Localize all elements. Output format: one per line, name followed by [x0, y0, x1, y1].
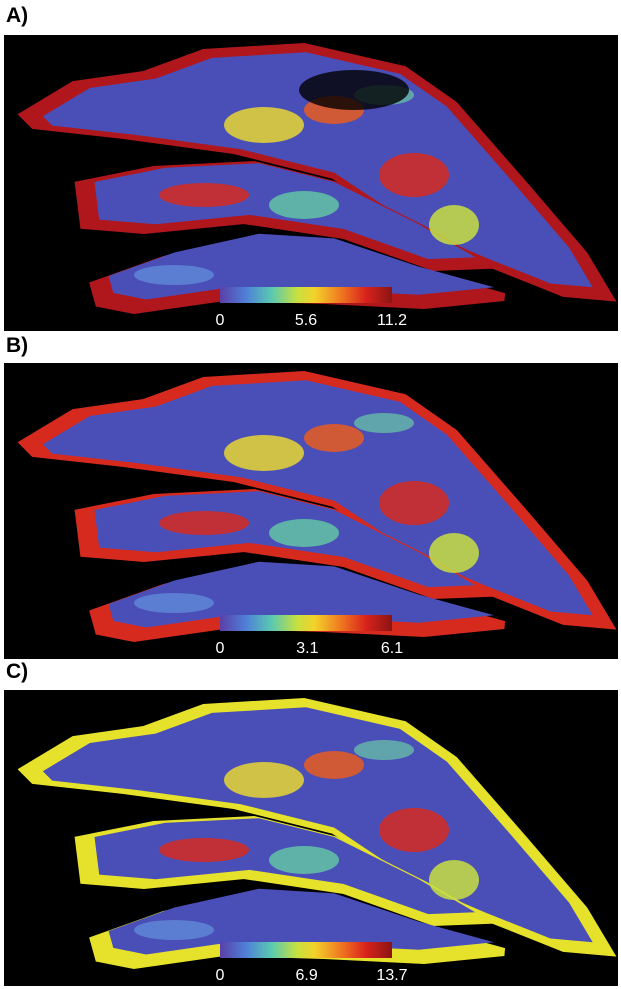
colorbar-tick-label: 6.9 [296, 967, 318, 984]
colorbar-tick-label: 11.2 [377, 312, 407, 329]
figure: {"panels": [ {"label": "A)", "colorbar":… [0, 0, 621, 989]
colorbar [220, 942, 392, 958]
colorbar-tick-label: 5.6 [295, 312, 317, 329]
tissue-patch [379, 481, 449, 525]
colorbar-tick-label: 13.7 [376, 967, 407, 984]
colorbar-tick-label: 0 [216, 967, 225, 984]
tissue-patch [224, 435, 304, 471]
colorbar [220, 615, 392, 631]
colorbar-tick-label: 6.1 [381, 640, 403, 657]
tissue-patch [134, 920, 214, 940]
tissue-patch [159, 838, 249, 862]
tissue-patch [269, 519, 339, 547]
tissue-patch [159, 511, 249, 535]
tissue-patch [269, 846, 339, 874]
tissue-patch [224, 762, 304, 798]
map-image: 0 3.1 6.1 [4, 363, 618, 659]
tissue-patch [354, 740, 414, 760]
tissue-patch [379, 808, 449, 852]
colorbar-tick-label: 3.1 [296, 640, 318, 657]
tissue-patch [134, 593, 214, 613]
tissue-patch [429, 860, 479, 900]
colorbar-tick-label: 0 [216, 312, 225, 329]
colorbar [220, 287, 392, 303]
tissue-patch [429, 205, 479, 245]
tissue-patch [429, 533, 479, 573]
tissue-patch [134, 265, 214, 285]
tissue-patch [354, 413, 414, 433]
tissue-patch [304, 751, 364, 779]
panel-label: B) [6, 334, 28, 358]
map-image: 0 6.9 13.7 [4, 690, 618, 986]
tissue-patch [379, 153, 449, 197]
colorbar-tick-label: 0 [216, 640, 225, 657]
tissue-patch [159, 183, 249, 207]
tissue-patch [224, 107, 304, 143]
map-image: 0 5.6 11.2 [4, 35, 618, 331]
tissue-patch [304, 424, 364, 452]
tissue-patch [269, 191, 339, 219]
dark-region [299, 70, 409, 110]
panel-label: C) [6, 660, 28, 684]
panel-label: A) [6, 4, 28, 28]
